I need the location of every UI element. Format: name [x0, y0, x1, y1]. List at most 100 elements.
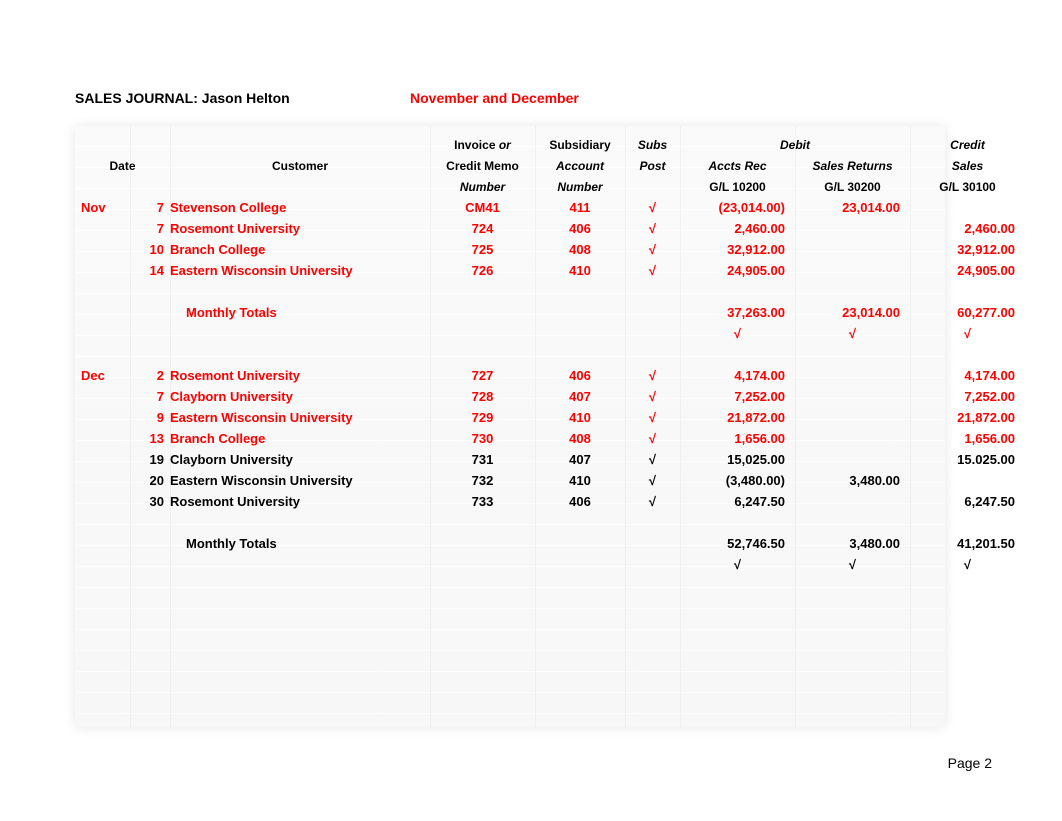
hdr-subsidiary: Subsidiary: [535, 138, 625, 152]
cell-sales: 2,460.00: [910, 221, 1025, 236]
dec-totals-row: Monthly Totals 52,746.50 3,480.00 41,201…: [75, 533, 945, 554]
cell-subsidiary: 408: [535, 242, 625, 257]
hdr-gl-10200: G/L 10200: [680, 180, 795, 194]
cell-day: 7: [130, 389, 170, 404]
nov-totals-ar: 37,263.00: [680, 305, 795, 320]
hdr-post: Post: [625, 159, 680, 173]
page-number: Page 2: [948, 755, 992, 771]
cell-day: 30: [130, 494, 170, 509]
cell-sales: 7,252.00: [910, 389, 1025, 404]
cell-day: 13: [130, 431, 170, 446]
sales-journal-page: SALES JOURNAL: Jason Helton November and…: [0, 0, 1062, 757]
dec-check-ar: √: [680, 557, 795, 572]
cell-day: 2: [130, 368, 170, 383]
cell-invoice: 726: [430, 263, 535, 278]
cell-subsidiary: 407: [535, 452, 625, 467]
header-row-3: Number Number G/L 10200 G/L 30200 G/L 30…: [75, 176, 945, 197]
cell-subsidiary: 410: [535, 473, 625, 488]
dec-check-sr: √: [795, 557, 910, 572]
cell-invoice: 729: [430, 410, 535, 425]
cell-customer: Rosemont University: [170, 221, 430, 236]
hdr-accts-rec: Accts Rec: [680, 159, 795, 173]
cell-customer: Rosemont University: [170, 494, 430, 509]
cell-sales: 24,905.00: [910, 263, 1025, 278]
header-row-1: Invoice or Subsidiary Subs Debit Credit: [75, 134, 945, 155]
hdr-number: Number: [430, 180, 535, 194]
cell-customer: Rosemont University: [170, 368, 430, 383]
nov-check-sal: √: [910, 326, 1025, 341]
cell-day: 7: [130, 200, 170, 215]
nov-totals-sal: 60,277.00: [910, 305, 1025, 320]
nov-totals-label: Monthly Totals: [170, 305, 430, 320]
hdr-sales-returns: Sales Returns: [795, 159, 910, 173]
header-row-2: Date Customer Credit Memo Account Post A…: [75, 155, 945, 176]
cell-customer: Clayborn University: [170, 389, 430, 404]
cell-day: 7: [130, 221, 170, 236]
table-row: 30Rosemont University733406√6,247.506,24…: [75, 491, 945, 512]
cell-post: √: [625, 452, 680, 467]
cell-day: 14: [130, 263, 170, 278]
cell-sales: 4,174.00: [910, 368, 1025, 383]
cell-accts-rec: 32,912.00: [680, 242, 795, 257]
cell-customer: Eastern Wisconsin University: [170, 473, 430, 488]
hdr-credit-memo: Credit Memo: [430, 159, 535, 173]
cell-accts-rec: 15,025.00: [680, 452, 795, 467]
cell-accts-rec: (3,480.00): [680, 473, 795, 488]
cell-sales-returns: 23,014.00: [795, 200, 910, 215]
cell-accts-rec: 2,460.00: [680, 221, 795, 236]
cell-post: √: [625, 263, 680, 278]
dec-check-sal: √: [910, 557, 1025, 572]
hdr-date: Date: [75, 159, 170, 173]
table-row: 7Clayborn University728407√7,252.007,252…: [75, 386, 945, 407]
dec-totals-ar: 52,746.50: [680, 536, 795, 551]
journal-period: November and December: [410, 90, 579, 106]
cell-customer: Branch College: [170, 242, 430, 257]
table-row: 13Branch College730408√1,656.001,656.00: [75, 428, 945, 449]
hdr-sales: Sales: [910, 159, 1025, 173]
cell-customer: Eastern Wisconsin University: [170, 263, 430, 278]
cell-customer: Stevenson College: [170, 200, 430, 215]
journal-title: SALES JOURNAL: Jason Helton: [75, 90, 410, 106]
cell-subsidiary: 407: [535, 389, 625, 404]
cell-accts-rec: 1,656.00: [680, 431, 795, 446]
nov-totals-sr: 23,014.00: [795, 305, 910, 320]
cell-day: 20: [130, 473, 170, 488]
cell-post: √: [625, 494, 680, 509]
cell-customer: Clayborn University: [170, 452, 430, 467]
cell-invoice: 731: [430, 452, 535, 467]
cell-day: 19: [130, 452, 170, 467]
cell-invoice: 733: [430, 494, 535, 509]
table-row: 20Eastern Wisconsin University732410√(3,…: [75, 470, 945, 491]
nov-check-sr: √: [795, 326, 910, 341]
cell-accts-rec: 6,247.50: [680, 494, 795, 509]
cell-accts-rec: 24,905.00: [680, 263, 795, 278]
cell-post: √: [625, 221, 680, 236]
december-rows: Dec2Rosemont University727406√4,174.004,…: [75, 365, 945, 512]
cell-post: √: [625, 368, 680, 383]
cell-accts-rec: 4,174.00: [680, 368, 795, 383]
hdr-credit: Credit: [910, 138, 1025, 152]
hdr-invoice-or: Invoice or: [430, 138, 535, 152]
dec-totals-sr: 3,480.00: [795, 536, 910, 551]
cell-accts-rec: 7,252.00: [680, 389, 795, 404]
table-row: 10Branch College725408√32,912.0032,912.0…: [75, 239, 945, 260]
cell-invoice: 730: [430, 431, 535, 446]
hdr-account: Account: [535, 159, 625, 173]
cell-post: √: [625, 389, 680, 404]
cell-accts-rec: 21,872.00: [680, 410, 795, 425]
nov-check-row: √ √ √: [75, 323, 945, 344]
table-row: 19Clayborn University731407√15,025.0015.…: [75, 449, 945, 470]
cell-day: 9: [130, 410, 170, 425]
cell-invoice: 727: [430, 368, 535, 383]
cell-month: Dec: [75, 368, 130, 383]
table-row: Dec2Rosemont University727406√4,174.004,…: [75, 365, 945, 386]
table-row: Nov7Stevenson CollegeCM41411√(23,014.00)…: [75, 197, 945, 218]
cell-post: √: [625, 242, 680, 257]
cell-subsidiary: 406: [535, 221, 625, 236]
cell-post: √: [625, 431, 680, 446]
table-row: 14Eastern Wisconsin University726410√24,…: [75, 260, 945, 281]
cell-invoice: 725: [430, 242, 535, 257]
cell-invoice: CM41: [430, 200, 535, 215]
cell-subsidiary: 410: [535, 263, 625, 278]
title-row: SALES JOURNAL: Jason Helton November and…: [75, 90, 1002, 106]
